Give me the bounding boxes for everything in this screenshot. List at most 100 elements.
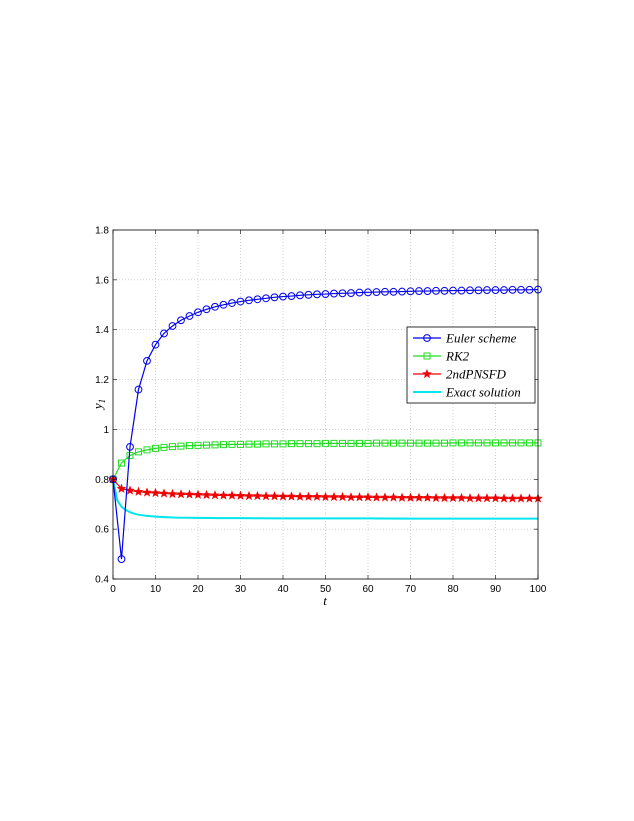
series-line-exact-solution [112,479,538,520]
data-point-2ndpnsfd [167,488,178,499]
data-point-euler-scheme [338,289,347,298]
data-point-2ndpnsfd [363,492,373,502]
data-point-2ndpnsfd [516,493,526,503]
data-point-rk2 [135,448,142,456]
y-tick-label: 1.2 [95,375,109,386]
data-point-euler-scheme [423,287,432,295]
data-point-euler-scheme [449,286,457,295]
data-point-euler-scheme [236,297,245,306]
legend-box [406,326,536,404]
data-point-euler-scheme [304,290,313,299]
series-2ndpnsfd [108,474,543,503]
data-point-rk2 [279,440,287,448]
data-point-euler-scheme [177,316,185,325]
data-point-rk2 [143,446,151,454]
data-point-2ndpnsfd [210,490,220,500]
data-point-2ndpnsfd [499,493,509,503]
data-point-2ndpnsfd [422,492,433,502]
legend-label: Exact solution [445,385,521,400]
ticks: 0 10 20 30 40 50 60 70 80 90 100 0.4 0.6 0.8 1 1.2 1.4 1.… [95,226,547,596]
x-tick-label: 90 [490,584,502,595]
data-point-rk2 [526,439,533,447]
data-point-2ndpnsfd [482,493,492,503]
data-point-2ndpnsfd [337,491,348,502]
data-point-rk2 [441,439,448,447]
data-point-euler-scheme [347,289,355,297]
data-point-euler-scheme [253,295,262,304]
data-point-euler-scheme [245,296,253,305]
data-point-2ndpnsfd [227,490,237,500]
x-tick-label: 10 [150,584,162,595]
data-point-euler-scheme [117,555,126,563]
y-tick-label: 0.6 [95,525,109,536]
y-tick-label: 0.4 [95,575,109,586]
data-point-2ndpnsfd [193,489,203,499]
data-point-2ndpnsfd [159,488,169,498]
data-point-euler-scheme [321,290,330,298]
data-point-rk2 [194,441,202,449]
data-point-euler-scheme [194,308,202,317]
data-point-rk2 [517,439,525,447]
data-point-euler-scheme [211,302,219,311]
data-point-euler-scheme [151,340,160,349]
data-point-2ndpnsfd [354,492,365,502]
data-point-2ndpnsfd [329,491,339,502]
x-tick-label: 60 [362,584,374,595]
data-point-2ndpnsfd [380,492,390,502]
x-tick-label: 100 [530,584,547,595]
data-point-rk2 [313,440,321,448]
legend-label: 2ndPNSFD [446,367,507,382]
data-point-2ndpnsfd [133,486,144,496]
data-point-2ndpnsfd [176,489,186,499]
data-point-2ndpnsfd [252,490,263,501]
legend-marker [423,352,431,360]
data-point-rk2 [466,439,474,447]
data-point-rk2 [458,439,465,447]
data-point-2ndpnsfd [244,490,254,501]
legend-marker [422,368,432,379]
data-point-euler-scheme [287,292,296,300]
data-point-euler-scheme [185,312,194,320]
data-point-euler-scheme [457,286,466,295]
data-point-euler-scheme [270,293,279,302]
data-point-euler-scheme [466,286,474,295]
legend-item-2ndpnsfd: 2ndPNSFD [413,367,507,382]
y-tick-label: 1 [103,425,109,436]
data-point-euler-scheme [491,286,500,294]
data-point-rk2 [492,439,499,447]
legend-label: Euler scheme [445,331,517,346]
x-tick-label: 70 [405,584,417,595]
y-axis-label: y1 [90,399,107,411]
data-point-euler-scheme [389,287,398,296]
x-tick-label: 20 [192,584,204,595]
data-point-rk2 [203,441,210,449]
data-point-rk2 [483,439,491,447]
data-point-2ndpnsfd [201,489,212,500]
x-tick-label: 30 [235,584,247,595]
data-point-rk2 [390,439,397,447]
data-point-euler-scheme [279,292,287,301]
legend-item-rk2: RK2 [413,349,470,364]
data-point-rk2 [509,439,516,447]
data-point-2ndpnsfd [405,492,416,502]
data-point-rk2 [364,439,372,447]
data-point-rk2 [228,440,236,448]
data-point-2ndpnsfd [312,491,322,501]
data-point-euler-scheme [508,285,517,294]
legend-marker [423,334,431,342]
data-point-euler-scheme [398,287,406,296]
data-point-2ndpnsfd [397,492,407,502]
data-point-rk2 [339,439,346,447]
data-point-2ndpnsfd [218,490,229,500]
data-point-rk2 [330,439,338,447]
data-point-2ndpnsfd [388,492,399,502]
legend-label: RK2 [445,349,470,364]
data-point-rk2 [475,439,482,447]
data-point-rk2 [424,439,431,447]
data-point-2ndpnsfd [278,491,288,501]
grid [113,230,538,579]
data-point-euler-scheme [143,356,151,365]
data-point-2ndpnsfd [431,492,441,503]
data-point-2ndpnsfd [507,493,518,503]
legend-item-exact-solution: Exact solution [413,385,521,400]
